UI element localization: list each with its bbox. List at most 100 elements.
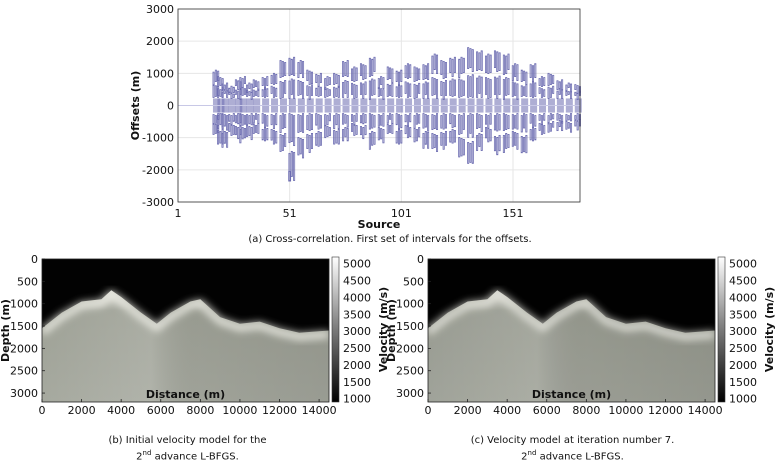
offset-bar [302, 139, 305, 159]
offset-bar [502, 54, 505, 75]
offset-bar [250, 113, 253, 126]
offset-bar [413, 128, 416, 143]
offset-bar [469, 76, 472, 97]
y-axis-label: Offsets (m) [129, 71, 142, 140]
offset-bar [570, 83, 573, 92]
offset-bar [243, 76, 246, 84]
offset-bar [317, 131, 320, 147]
offset-bar [355, 84, 358, 98]
x-tick-label: 10000 [608, 404, 643, 417]
offset-bar [489, 79, 492, 98]
offset-bar [364, 125, 367, 136]
offset-bar [525, 71, 528, 85]
offset-bar [299, 81, 302, 95]
colorbar-tick-label: 1500 [729, 376, 757, 389]
offset-bar [214, 85, 217, 97]
offset-bar [306, 134, 309, 149]
offset-bar [344, 62, 347, 76]
offset-bar [344, 127, 347, 138]
offset-bar [471, 49, 474, 73]
offset-bar [315, 87, 318, 96]
offset-bar [270, 85, 273, 94]
colorbar-tick-label: 2000 [343, 359, 371, 372]
offset-bar [400, 115, 403, 129]
caption-c-line2-rest: advance L-BFGS. [536, 451, 624, 463]
offset-bar [485, 127, 488, 139]
offset-bar [561, 115, 564, 124]
offset-bar [315, 113, 318, 126]
offset-bar [362, 64, 365, 80]
offset-bar [389, 113, 392, 120]
offset-bar [549, 113, 552, 121]
offset-bar [239, 113, 242, 127]
colorbar [331, 256, 340, 403]
offset-bar [219, 113, 222, 126]
offset-bar [489, 129, 492, 142]
offset-bar [520, 115, 523, 133]
offset-bar [451, 129, 454, 144]
offset-bar [228, 91, 231, 95]
offset-bar [243, 88, 246, 95]
colorbar-label: Velocity (m/s) [763, 287, 776, 372]
offset-bar [290, 78, 293, 95]
offset-bar [476, 77, 479, 98]
offset-bar [270, 74, 273, 84]
offset-bar [574, 84, 577, 90]
offset-bar [538, 123, 541, 131]
colorbar-tick-label: 3500 [729, 308, 757, 321]
offset-bar [424, 65, 427, 79]
offset-bar [246, 125, 249, 138]
offset-bar [326, 76, 329, 86]
offset-bar [302, 61, 305, 78]
offset-bar [453, 130, 456, 143]
offset-bar [234, 115, 237, 124]
offset-bar [520, 85, 523, 97]
offset-bar [478, 114, 481, 128]
offset-bar [478, 52, 481, 70]
offset-bar [391, 123, 394, 134]
offset-bar [397, 114, 400, 130]
offset-bar [511, 114, 514, 130]
offset-bar [380, 76, 383, 85]
offset-bar [498, 135, 501, 152]
colorbar-tick-label: 4500 [343, 275, 371, 288]
offset-bar [523, 70, 526, 81]
offset-bar [342, 82, 345, 98]
offset-bar [275, 87, 278, 97]
offset-bar [431, 55, 434, 74]
offset-bar [252, 89, 255, 97]
offset-bar [485, 55, 488, 73]
caption-a-text: (a) Cross-correlation. First set of inte… [248, 234, 532, 245]
offset-bar [326, 115, 329, 126]
subsurface-shading [42, 290, 329, 402]
offset-bar [239, 77, 242, 89]
offset-bar [496, 51, 499, 72]
offset-bar [511, 65, 514, 81]
offset-bar [281, 113, 284, 129]
offset-bar [442, 113, 445, 130]
offset-bar [326, 88, 329, 97]
offset-bar [493, 136, 496, 152]
offset-bar [523, 86, 526, 96]
offset-bar [485, 77, 488, 95]
offset-bar [451, 78, 454, 97]
offset-bar [284, 80, 287, 94]
offset-bar [547, 122, 550, 133]
offset-bar [221, 92, 224, 98]
offset-outlier [288, 171, 292, 182]
offset-bar [556, 80, 559, 90]
offset-bar [237, 127, 240, 140]
offset-bar [299, 115, 302, 132]
offset-bar [237, 80, 240, 90]
offset-bar [471, 74, 474, 98]
offset-bar [458, 78, 461, 98]
y-axis-label: Depth (m) [0, 299, 12, 362]
offset-bar [232, 113, 235, 122]
offset-bar [386, 115, 389, 124]
offset-bar [324, 125, 327, 139]
offset-bar [395, 113, 398, 126]
offset-bar [422, 133, 425, 149]
offset-bar [502, 113, 505, 131]
offset-bar [552, 121, 555, 128]
offset-bar [221, 83, 224, 91]
